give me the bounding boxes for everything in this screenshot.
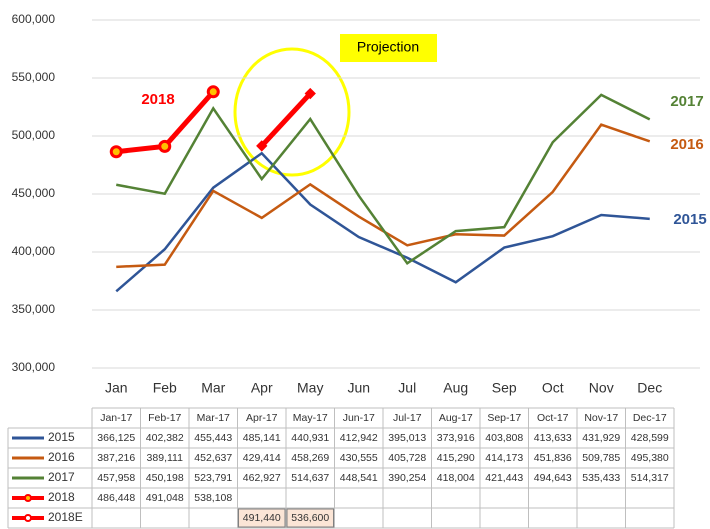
table-cell: 458,269 <box>291 452 329 464</box>
table-cell: 494,643 <box>534 472 572 484</box>
table-cell: 390,254 <box>388 472 426 484</box>
table-cell: 412,942 <box>340 432 378 444</box>
x-tick-label: Jan <box>105 380 128 396</box>
table-cell: 462,927 <box>243 472 281 484</box>
table-header: Nov-17 <box>584 412 618 424</box>
table-header: Mar-17 <box>197 412 230 424</box>
table-cell: 451,836 <box>534 452 572 464</box>
x-tick-label: Nov <box>589 380 614 396</box>
table-cell: 402,382 <box>146 432 184 444</box>
legend-label: 2017 <box>48 470 75 484</box>
marker <box>109 145 123 159</box>
table-cell: 403,808 <box>485 432 523 444</box>
series-label: 2017 <box>670 93 703 110</box>
table-cell-highlight <box>286 508 334 528</box>
table-cell: 430,555 <box>340 452 378 464</box>
y-tick-label: 500,000 <box>12 128 56 142</box>
table-cell: 536,600 <box>291 512 329 524</box>
table-cell: 457,958 <box>97 472 135 484</box>
table-cell: 428,599 <box>631 432 669 444</box>
legend-label: 2018 <box>48 490 75 504</box>
table-cell: 429,414 <box>243 452 281 464</box>
table-cell: 452,637 <box>194 452 232 464</box>
table-cell: 418,004 <box>437 472 475 484</box>
x-tick-label: Jul <box>398 380 416 396</box>
table-header: May-17 <box>293 412 328 424</box>
series-line <box>115 151 650 293</box>
legend-label: 2015 <box>48 430 75 444</box>
x-tick-label: Oct <box>542 380 564 396</box>
table-header: Apr-17 <box>246 412 278 424</box>
table-cell: 395,013 <box>388 432 426 444</box>
table-cell: 448,541 <box>340 472 378 484</box>
table-cell: 514,317 <box>631 472 669 484</box>
series-line <box>116 93 651 266</box>
table-header: Sep-17 <box>487 412 521 424</box>
x-tick-label: May <box>297 380 323 396</box>
table-header: Jun-17 <box>343 412 375 424</box>
y-tick-label: 450,000 <box>12 186 56 200</box>
annotation-box <box>340 34 437 62</box>
table-cell: 523,791 <box>194 472 232 484</box>
table-cell: 405,728 <box>388 452 426 464</box>
table-header: Oct-17 <box>537 412 569 424</box>
table-cell: 413,633 <box>534 432 572 444</box>
table-cell: 514,637 <box>291 472 329 484</box>
table-header: Jan-17 <box>100 412 132 424</box>
table-cell: 373,916 <box>437 432 475 444</box>
table-cell: 538,108 <box>194 492 232 504</box>
marker <box>256 140 268 152</box>
series-label: 2016 <box>670 136 703 153</box>
table-cell: 421,443 <box>485 472 523 484</box>
table-header: Dec-17 <box>633 412 667 424</box>
table-cell: 486,448 <box>97 492 135 504</box>
x-tick-label: Dec <box>637 380 662 396</box>
marker <box>206 85 220 99</box>
x-tick-label: Sep <box>492 380 517 396</box>
x-tick-label: Jun <box>347 380 370 396</box>
marker <box>158 139 172 153</box>
table-cell: 431,929 <box>582 432 620 444</box>
table-cell: 491,440 <box>243 512 281 524</box>
table-cell: 535,433 <box>582 472 620 484</box>
table-cell: 389,111 <box>147 452 184 464</box>
x-tick-label: Mar <box>201 380 225 396</box>
x-tick-label: Apr <box>251 380 273 396</box>
table-cell: 509,785 <box>582 452 620 464</box>
series-line <box>259 91 313 148</box>
table-header: Jul-17 <box>393 412 422 424</box>
y-tick-label: 300,000 <box>12 360 56 374</box>
table-cell: 414,173 <box>485 452 523 464</box>
legend-marker <box>24 494 32 502</box>
y-tick-label: 600,000 <box>12 12 56 26</box>
table-header: Aug-17 <box>439 412 473 424</box>
table-cell: 455,443 <box>194 432 232 444</box>
y-tick-label: 350,000 <box>12 302 56 316</box>
y-tick-label: 550,000 <box>12 70 56 84</box>
series-label: 2018 <box>141 91 174 108</box>
table-cell: 415,290 <box>437 452 475 464</box>
table-cell: 366,125 <box>97 432 135 444</box>
table-cell: 495,380 <box>631 452 669 464</box>
legend-label: 2018E <box>48 510 83 524</box>
table-cell: 485,141 <box>243 432 281 444</box>
table-header: Feb-17 <box>148 412 181 424</box>
legend-marker <box>24 514 32 522</box>
series-line <box>116 123 651 269</box>
legend-label: 2016 <box>48 450 75 464</box>
series-label: 2015 <box>673 211 706 228</box>
table-cell: 491,048 <box>146 492 184 504</box>
table-cell: 387,216 <box>97 452 135 464</box>
annotation: Projection <box>357 39 419 55</box>
y-tick-label: 400,000 <box>12 244 56 258</box>
x-tick-label: Aug <box>443 380 468 396</box>
table-cell-highlight <box>238 508 286 528</box>
highlight-ellipse <box>233 47 351 177</box>
table-cell: 450,198 <box>146 472 184 484</box>
x-tick-label: Feb <box>153 380 177 396</box>
table-cell: 440,931 <box>291 432 329 444</box>
